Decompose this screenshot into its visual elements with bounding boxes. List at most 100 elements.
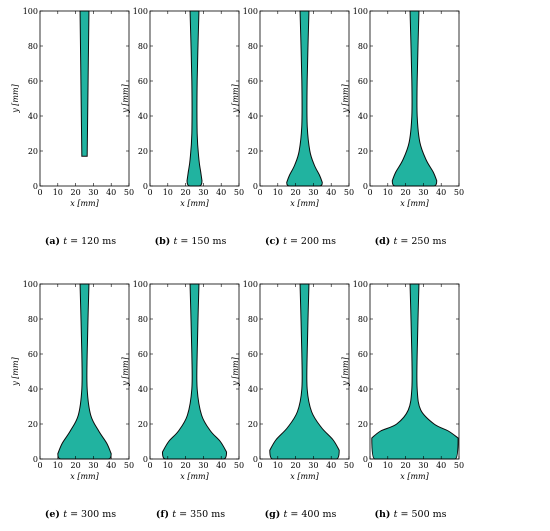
- y-axis-label: y [mm]: [11, 83, 20, 113]
- subplot-5: 0 10 20 30 40 50 0 20 40 60 80 100 x [mm] y [mm] (f) t…: [121, 280, 244, 520]
- x-tick-label: 30: [418, 188, 428, 197]
- y-tick-label: 60: [138, 350, 148, 359]
- x-tick-label: 40: [106, 188, 116, 197]
- x-tick-label: 0: [37, 461, 42, 470]
- y-tick-label: 80: [138, 315, 148, 324]
- y-tick-label: 20: [248, 420, 258, 429]
- y-tick-label: 0: [363, 455, 368, 464]
- y-tick-label: 20: [138, 420, 148, 429]
- x-axis-label: x [mm]: [180, 199, 209, 208]
- y-tick-label: 80: [28, 42, 38, 51]
- y-tick-label: 40: [28, 385, 38, 394]
- y-axis-label: y [mm]: [121, 356, 130, 386]
- y-tick-label: 20: [138, 147, 148, 156]
- fluid-region: [269, 283, 340, 460]
- y-tick-label: 60: [248, 77, 258, 86]
- fluid-region: [391, 10, 438, 187]
- y-tick-label: 40: [248, 385, 258, 394]
- x-tick-label: 30: [308, 461, 318, 470]
- fluid-region: [57, 283, 112, 460]
- caption-variable: t: [394, 509, 401, 520]
- y-tick-label: 80: [358, 42, 368, 51]
- x-tick-label: 0: [367, 188, 372, 197]
- subplot-1: 0 10 20 30 40 50 0 20 40 60 80 100 x [mm] y [mm] (b) t…: [121, 7, 244, 247]
- x-tick-label: 40: [436, 188, 446, 197]
- x-tick-label: 10: [163, 461, 173, 470]
- fluid-region: [186, 10, 203, 187]
- x-tick-label: 30: [308, 188, 318, 197]
- x-tick-label: 20: [71, 188, 81, 197]
- x-tick-label: 10: [53, 188, 63, 197]
- x-tick-label: 40: [326, 188, 336, 197]
- caption-value: = 500 ms: [401, 509, 447, 520]
- y-tick-label: 100: [133, 280, 148, 289]
- x-tick-label: 40: [216, 461, 226, 470]
- caption-variable: t: [284, 509, 291, 520]
- plot-frame: [369, 10, 460, 187]
- x-tick-label: 10: [273, 461, 283, 470]
- y-tick-label: 60: [358, 350, 368, 359]
- y-tick-label: 40: [248, 112, 258, 121]
- caption-value: = 400 ms: [290, 509, 336, 520]
- x-tick-label: 20: [401, 188, 411, 197]
- x-tick-label: 20: [291, 461, 301, 470]
- subplot-3: 0 10 20 30 40 50 0 20 40 60 80 100 x [mm] y [mm] (d) t…: [341, 7, 464, 247]
- plot-frame: [39, 10, 130, 187]
- y-tick-label: 100: [23, 280, 38, 289]
- subplot-caption: (g) t = 400 ms: [265, 509, 337, 520]
- x-tick-label: 10: [53, 461, 63, 470]
- x-tick-label: 50: [454, 461, 464, 470]
- subplot-caption: (b) t = 150 ms: [155, 236, 227, 247]
- y-tick-label: 100: [353, 7, 368, 16]
- plot-frame: [149, 283, 240, 460]
- y-tick-label: 20: [358, 147, 368, 156]
- plot-frame: [259, 283, 350, 460]
- subplot-caption: (e) t = 300 ms: [45, 509, 116, 520]
- y-tick-label: 0: [363, 182, 368, 191]
- x-axis-label: x [mm]: [400, 199, 429, 208]
- subplot-2: 0 10 20 30 40 50 0 20 40 60 80 100 x [mm] y [mm] (c) t…: [231, 7, 354, 247]
- x-tick-label: 30: [198, 188, 208, 197]
- y-axis-label: y [mm]: [341, 356, 350, 386]
- y-tick-label: 100: [23, 7, 38, 16]
- y-tick-label: 100: [243, 7, 258, 16]
- x-tick-label: 20: [401, 461, 411, 470]
- y-tick-label: 40: [358, 385, 368, 394]
- y-tick-label: 60: [358, 77, 368, 86]
- x-axis-label: x [mm]: [70, 472, 99, 481]
- plot-frame: [369, 283, 460, 460]
- x-tick-label: 50: [124, 188, 134, 197]
- caption-variable: t: [63, 236, 70, 247]
- fluid-region: [371, 283, 459, 460]
- caption-variable: t: [172, 509, 179, 520]
- x-tick-label: 10: [383, 188, 393, 197]
- subplot-caption: (h) t = 500 ms: [374, 509, 446, 520]
- y-tick-label: 20: [248, 147, 258, 156]
- caption-variable: t: [394, 236, 401, 247]
- x-tick-label: 30: [88, 461, 98, 470]
- subplot-0: 0 10 20 30 40 50 0 20 40 60 80 100 x [mm] y [mm] (a) t…: [11, 7, 134, 247]
- caption-variable: t: [283, 236, 290, 247]
- caption-letter: (e): [45, 509, 63, 520]
- subplot-caption: (d) t = 250 ms: [375, 236, 447, 247]
- y-axis-label: y [mm]: [121, 83, 130, 113]
- x-tick-label: 50: [124, 461, 134, 470]
- x-tick-label: 0: [257, 188, 262, 197]
- x-axis-label: x [mm]: [290, 199, 319, 208]
- x-tick-label: 20: [291, 188, 301, 197]
- y-tick-label: 40: [358, 112, 368, 121]
- y-tick-label: 60: [28, 77, 38, 86]
- y-axis-label: y [mm]: [231, 83, 240, 113]
- y-tick-label: 0: [143, 182, 148, 191]
- y-tick-label: 0: [33, 455, 38, 464]
- x-tick-label: 0: [257, 461, 262, 470]
- caption-variable: t: [63, 509, 70, 520]
- caption-letter: (h): [374, 509, 393, 520]
- fluid-region: [161, 283, 228, 460]
- y-tick-label: 100: [353, 280, 368, 289]
- x-tick-label: 10: [273, 188, 283, 197]
- y-tick-label: 80: [28, 315, 38, 324]
- y-tick-label: 60: [138, 77, 148, 86]
- subplot-caption: (c) t = 200 ms: [265, 236, 336, 247]
